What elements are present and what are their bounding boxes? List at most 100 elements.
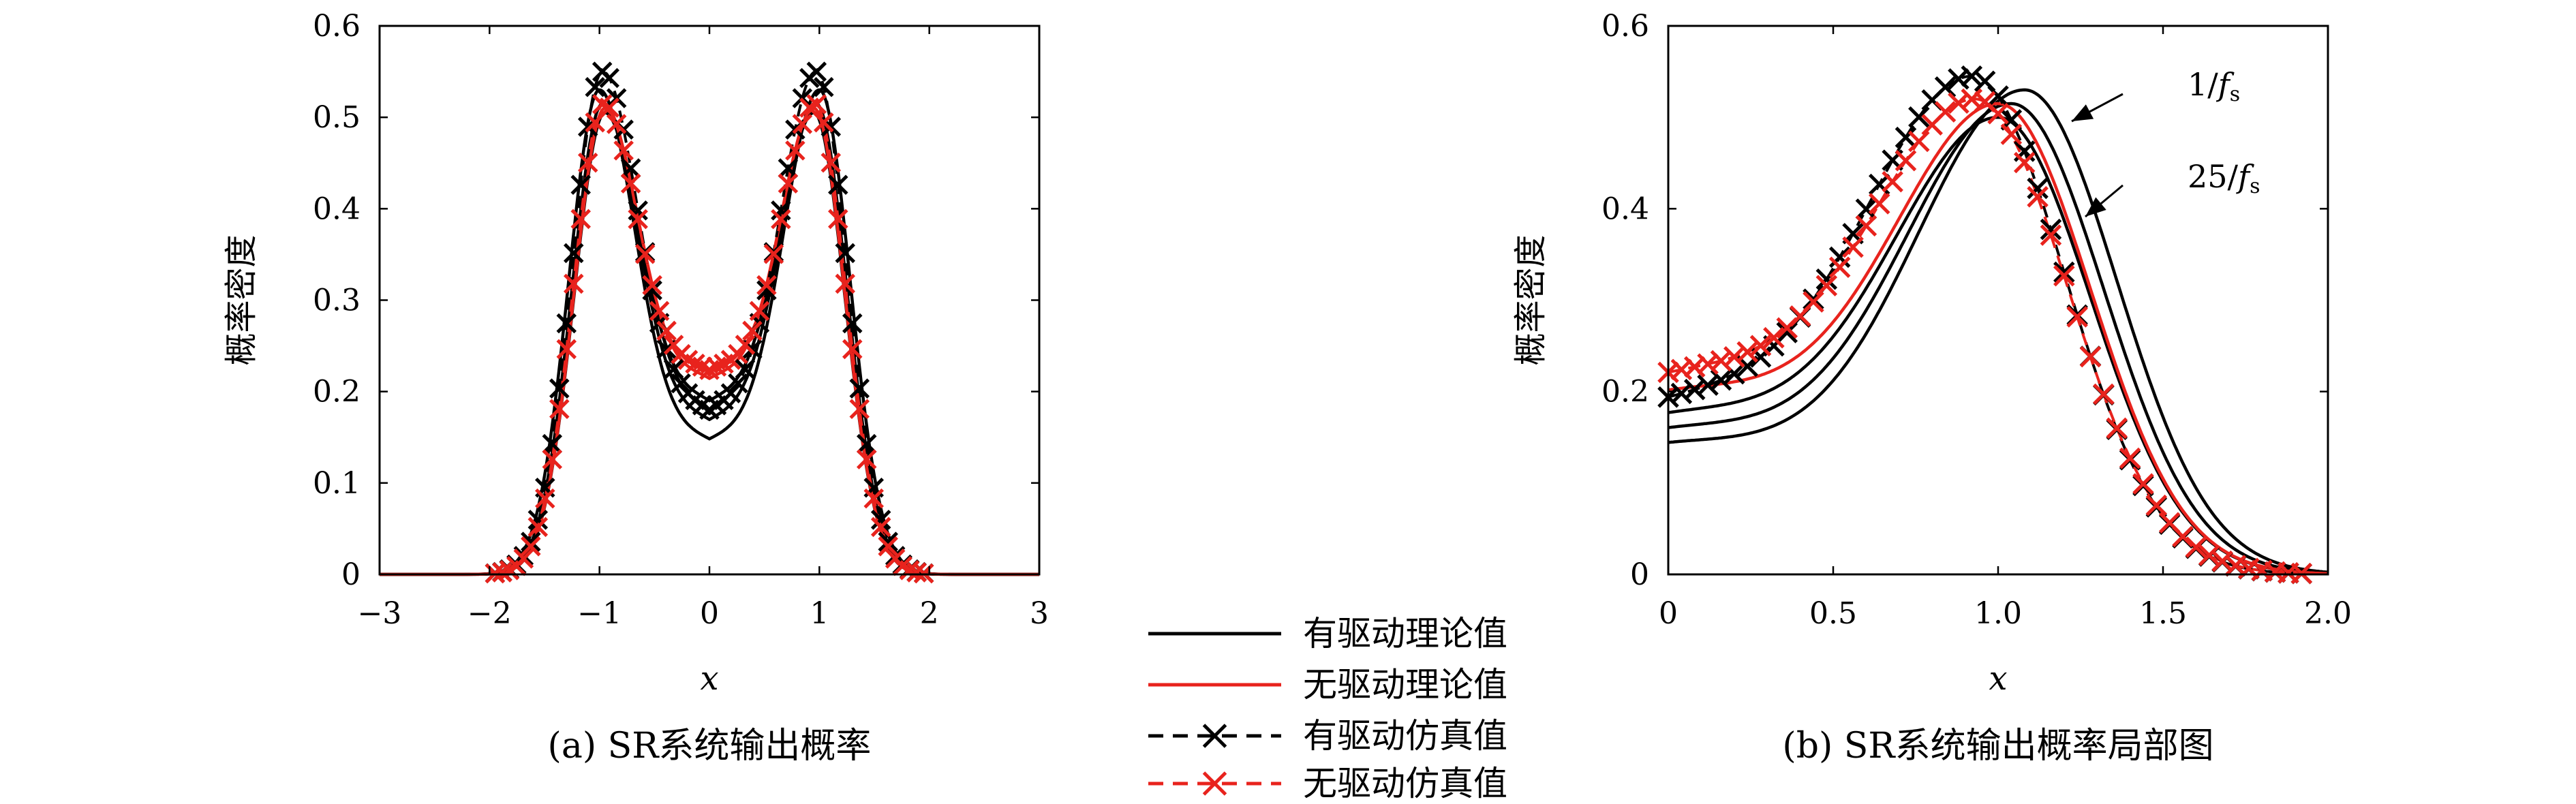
- panel-b-undriven-sim-marker-40: [2185, 536, 2207, 558]
- panel-a-undriven-sim-marker-7: [535, 488, 555, 509]
- panel-a-undriven-sim-marker-52-b: [856, 449, 877, 469]
- panel-a-undriven-sim-marker-5: [521, 536, 541, 557]
- panel-a-series-group: [380, 70, 1039, 576]
- panel-b-chart: 0 0.5 1.0 1.5 2.0 0 0.2 0.4 0.6 x 概率密度 (b) SR系统输…: [1512, 9, 2352, 767]
- panel-b-undriven-sim-marker-22-b: [1948, 92, 1969, 114]
- panel-b-driven-sim-marker-30: [2053, 261, 2075, 283]
- panel-b-driven-sim-marker-29-b: [2040, 218, 2062, 241]
- panel-b-undriven-sim-marker-7: [1749, 335, 1772, 357]
- panel-b-undriven-sim-marker-27: [2013, 151, 2036, 174]
- panel-b-undriven-sim-marker-37-b: [2145, 494, 2168, 516]
- panel-b-undriven-sim-marker-28: [2027, 186, 2049, 208]
- panel-a-driven-sim-marker-8: [542, 433, 563, 454]
- panel-b-undriven-sim-marker-17-b: [1882, 170, 1903, 193]
- panel-b-undriven-sim-marker-8-b: [1763, 326, 1785, 349]
- panel-a-undriven-sim-marker-38: [756, 275, 777, 296]
- panel-b-undriven-sim-marker-3-b: [1697, 353, 1719, 375]
- panel-a-driven-sim-marker-25: [663, 358, 684, 380]
- panel-b-caption: (b) SR系统输出概率局部图: [1782, 726, 2213, 767]
- panel-a-driven-sim-marker-26: [671, 373, 691, 394]
- legend-entry-3: 无驱动仿真值: [1148, 764, 1507, 803]
- panel-a-undriven-sim-marker-46-b: [814, 112, 834, 133]
- panel-a-driven-sim-marker-19: [620, 158, 641, 179]
- panel-a-undriven-sim-marker-43: [792, 114, 813, 134]
- panel-b-undriven-sim-marker-26-b: [2000, 123, 2023, 145]
- panel-a-undriven-sim-marker-35-b: [735, 335, 756, 355]
- panel-b-y-tick-label-1: 0.2: [1601, 375, 1649, 409]
- panel-a-driven-sim-marker-38: [756, 280, 777, 300]
- panel-a-undriven-sim-marker-12-b: [570, 208, 592, 230]
- panel-b-undriven-sim-marker-1: [1670, 358, 1693, 381]
- panel-b-undriven-sim-marker-11: [1803, 291, 1824, 313]
- panel-a-undriven-sim-line: [495, 102, 924, 575]
- panel-b-undriven-sim-marker-32-b: [2079, 345, 2102, 368]
- panel-b-undriven-sim-marker-14: [1842, 236, 1864, 258]
- legend-label-3: 无驱动仿真值: [1303, 764, 1507, 803]
- panel-b-x-tick-label-3: 1.5: [2139, 596, 2187, 631]
- annotation-label-2-prefix: 25/: [2188, 158, 2239, 195]
- panel-a-undriven-sim-marker-19: [620, 173, 641, 194]
- panel-a-markers-group: [485, 61, 934, 584]
- panel-b-driven-sim-marker-23-b: [1961, 65, 1983, 87]
- panel-b-undriven-sim-marker-31-b: [2066, 306, 2088, 328]
- panel-b-undriven-sim-marker-11-b: [1803, 291, 1824, 313]
- panel-b-driven-sim-marker-4: [1710, 369, 1732, 391]
- panel-a-undriven-sim-marker-49-b: [835, 273, 856, 294]
- panel-b-driven-sim-marker-2-b: [1683, 378, 1706, 401]
- panel-a-undriven-sim-marker-23: [649, 300, 670, 322]
- panel-b-undriven-sim-marker-16: [1868, 193, 1890, 215]
- panel-b-undriven-sim-marker-7-b: [1749, 335, 1772, 357]
- panel-a-undriven-sim-marker-53-b: [863, 488, 884, 509]
- panel-b-undriven-sim-marker-38-b: [2158, 512, 2181, 534]
- panel-b-markers-group: [1657, 65, 2313, 585]
- panel-a-driven-sim-marker-33-b: [720, 383, 741, 403]
- panel-a-undriven-sim-marker-18: [613, 140, 634, 161]
- panel-b-undriven-sim-marker-29-b: [2040, 224, 2062, 246]
- panel-a-ticks: −3 −2 −1 0 1 2 3 0 0.1 0.2 0.3 0.4 0.5 0.6: [313, 9, 1049, 631]
- panel-a-driven-sim-marker-11-b: [563, 243, 584, 264]
- panel-b-series-group: [1668, 74, 2329, 576]
- panel-a-undriven-sim-marker-59: [906, 562, 927, 583]
- panel-b-driven-sim-marker-19: [1908, 106, 1930, 128]
- panel-b-undriven-sim-marker-6-b: [1736, 341, 1758, 363]
- panel-b-undriven-sim-marker-37: [2145, 494, 2168, 516]
- panel-a-undriven-sim-marker-51: [849, 399, 870, 420]
- panel-a-undriven-sim-marker-12: [570, 208, 592, 230]
- panel-b-undriven-sim-marker-12: [1815, 275, 1838, 296]
- panel-a-undriven-sim-marker-29-b: [692, 356, 713, 377]
- panel-a-driven-sim-marker-16-b: [599, 67, 619, 89]
- panel-a-undriven-sim-marker-19-b: [620, 173, 641, 194]
- panel-b-undriven-sim-marker-19-b: [1908, 130, 1930, 153]
- panel-a-driven-sim-marker-26-b: [671, 373, 691, 394]
- panel-a-undriven-sim-marker-10-b: [556, 339, 577, 360]
- panel-a-driven-sim-marker-45-b: [806, 61, 827, 82]
- panel-a-undriven-sim-marker-37: [749, 300, 770, 322]
- legend-marker-2-x-b: [1202, 724, 1227, 748]
- panel-b-driven-sim-marker-3: [1697, 374, 1719, 397]
- panel-a-driven-sim-marker-25-b: [663, 358, 684, 380]
- panel-a-driven-sim-marker-51: [849, 378, 870, 399]
- panel-b-undriven-sim-marker-17: [1882, 170, 1903, 193]
- legend: 有驱动理论值 无驱动理论值 有驱动仿真值 无驱动仿真值: [1148, 614, 1507, 803]
- panel-a-undriven-sim-marker-43-b: [792, 114, 813, 134]
- panel-a-driven-theory-curve-0: [380, 88, 1039, 576]
- panel-b-driven-sim-marker-21-b: [1934, 76, 1957, 98]
- panel-b-undriven-sim-marker-39-b: [2172, 525, 2194, 548]
- panel-a-driven-sim-marker-22: [642, 280, 662, 300]
- panel-b-y-tick-label-2: 0.4: [1601, 191, 1649, 226]
- panel-a-driven-sim-marker-54-b: [870, 510, 891, 530]
- panel-b-undriven-sim-marker-39: [2172, 525, 2194, 548]
- panel-a-undriven-theory-curve-0: [380, 106, 1039, 576]
- panel-a-undriven-sim-marker-9-b: [549, 399, 570, 420]
- panel-a-driven-sim-marker-14-b: [585, 77, 605, 97]
- panel-b-undriven-sim-marker-25: [1987, 103, 2009, 125]
- panel-b-driven-sim-marker-4-b: [1710, 369, 1732, 391]
- annotation-25-over-fs: 25/fs: [2085, 158, 2260, 218]
- panel-b-undriven-sim-marker-1-b: [1670, 358, 1693, 381]
- panel-a-chart: −3 −2 −1 0 1 2 3 0 0.1 0.2 0.3 0.4 0.5 0.6 x 概率密度 (a)…: [222, 9, 1049, 767]
- panel-a-undriven-sim-marker-55: [878, 536, 898, 557]
- panel-a-driven-sim-marker-6-b: [527, 510, 549, 530]
- panel-b-undriven-sim-marker-33-b: [2093, 383, 2115, 405]
- panel-b-driven-sim-marker-15-b: [1855, 198, 1877, 220]
